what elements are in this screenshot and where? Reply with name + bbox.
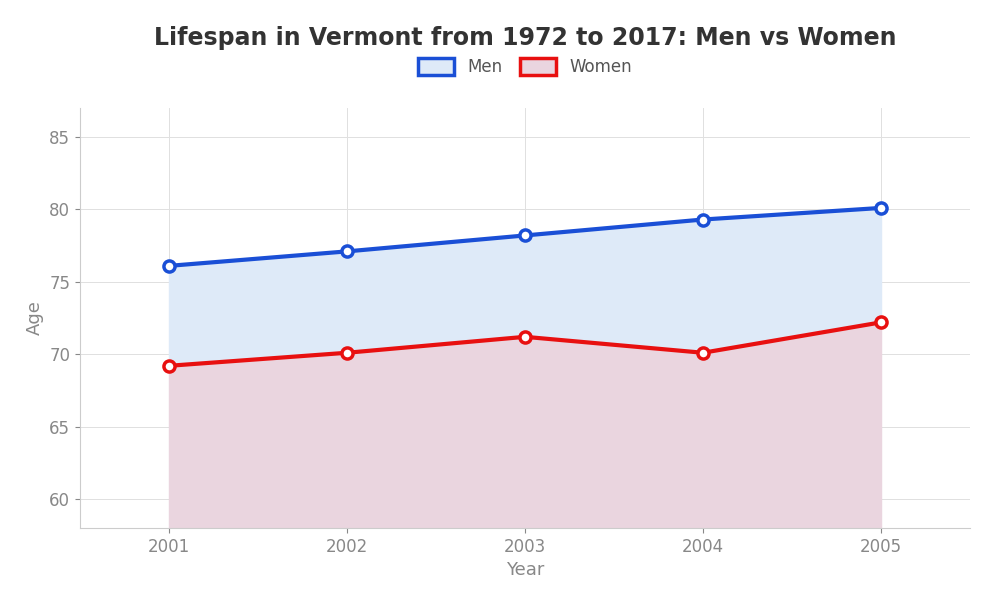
Legend: Men, Women: Men, Women bbox=[411, 51, 639, 83]
X-axis label: Year: Year bbox=[506, 561, 544, 579]
Title: Lifespan in Vermont from 1972 to 2017: Men vs Women: Lifespan in Vermont from 1972 to 2017: M… bbox=[154, 26, 896, 50]
Y-axis label: Age: Age bbox=[26, 301, 44, 335]
